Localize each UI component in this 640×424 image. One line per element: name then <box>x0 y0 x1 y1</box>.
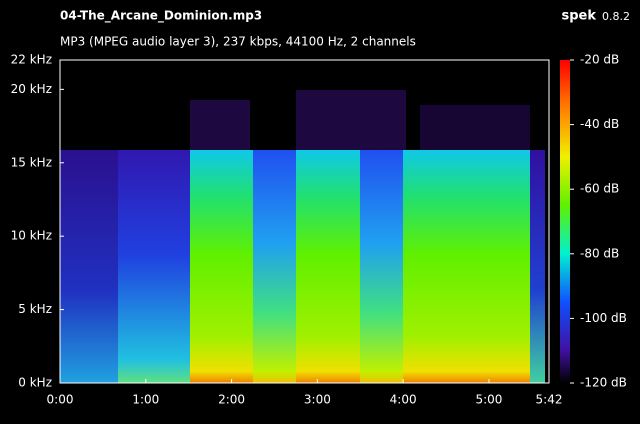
y-tick-label: 15 kHz <box>11 155 52 169</box>
x-tick-label: 3:00 <box>304 393 331 407</box>
colorbar-label: -100 dB <box>580 311 627 325</box>
y-tick-label: 10 kHz <box>11 229 52 243</box>
app-name: spek <box>561 9 596 24</box>
plot-frame <box>59 59 550 384</box>
subtitle: MP3 (MPEG audio layer 3), 237 kbps, 4410… <box>60 35 416 49</box>
spectrogram <box>60 60 549 383</box>
colorbar-label: -40 dB <box>580 117 619 131</box>
colorbar-label: -80 dB <box>580 246 619 260</box>
colorbar-label: -20 dB <box>580 53 619 67</box>
x-tick-label: 1:00 <box>132 393 159 407</box>
colorbar-label: -120 dB <box>580 376 627 390</box>
x-tick-label: 0:00 <box>47 393 74 407</box>
y-tick-label: 22 kHz <box>11 53 52 67</box>
colorbar-label: -60 dB <box>580 182 619 196</box>
x-tick-label: 5:42 <box>536 393 563 407</box>
x-tick-label: 4:00 <box>390 393 417 407</box>
app-version: 0.8.2 <box>602 10 630 23</box>
y-tick-label: 5 kHz <box>18 302 52 316</box>
colorbar <box>560 60 570 383</box>
title: 04-The_Arcane_Dominion.mp3 <box>60 9 262 24</box>
y-tick-label: 20 kHz <box>11 82 52 96</box>
y-tick-label: 0 kHz <box>18 376 52 390</box>
x-tick-label: 2:00 <box>218 393 245 407</box>
x-tick-label: 5:00 <box>475 393 502 407</box>
